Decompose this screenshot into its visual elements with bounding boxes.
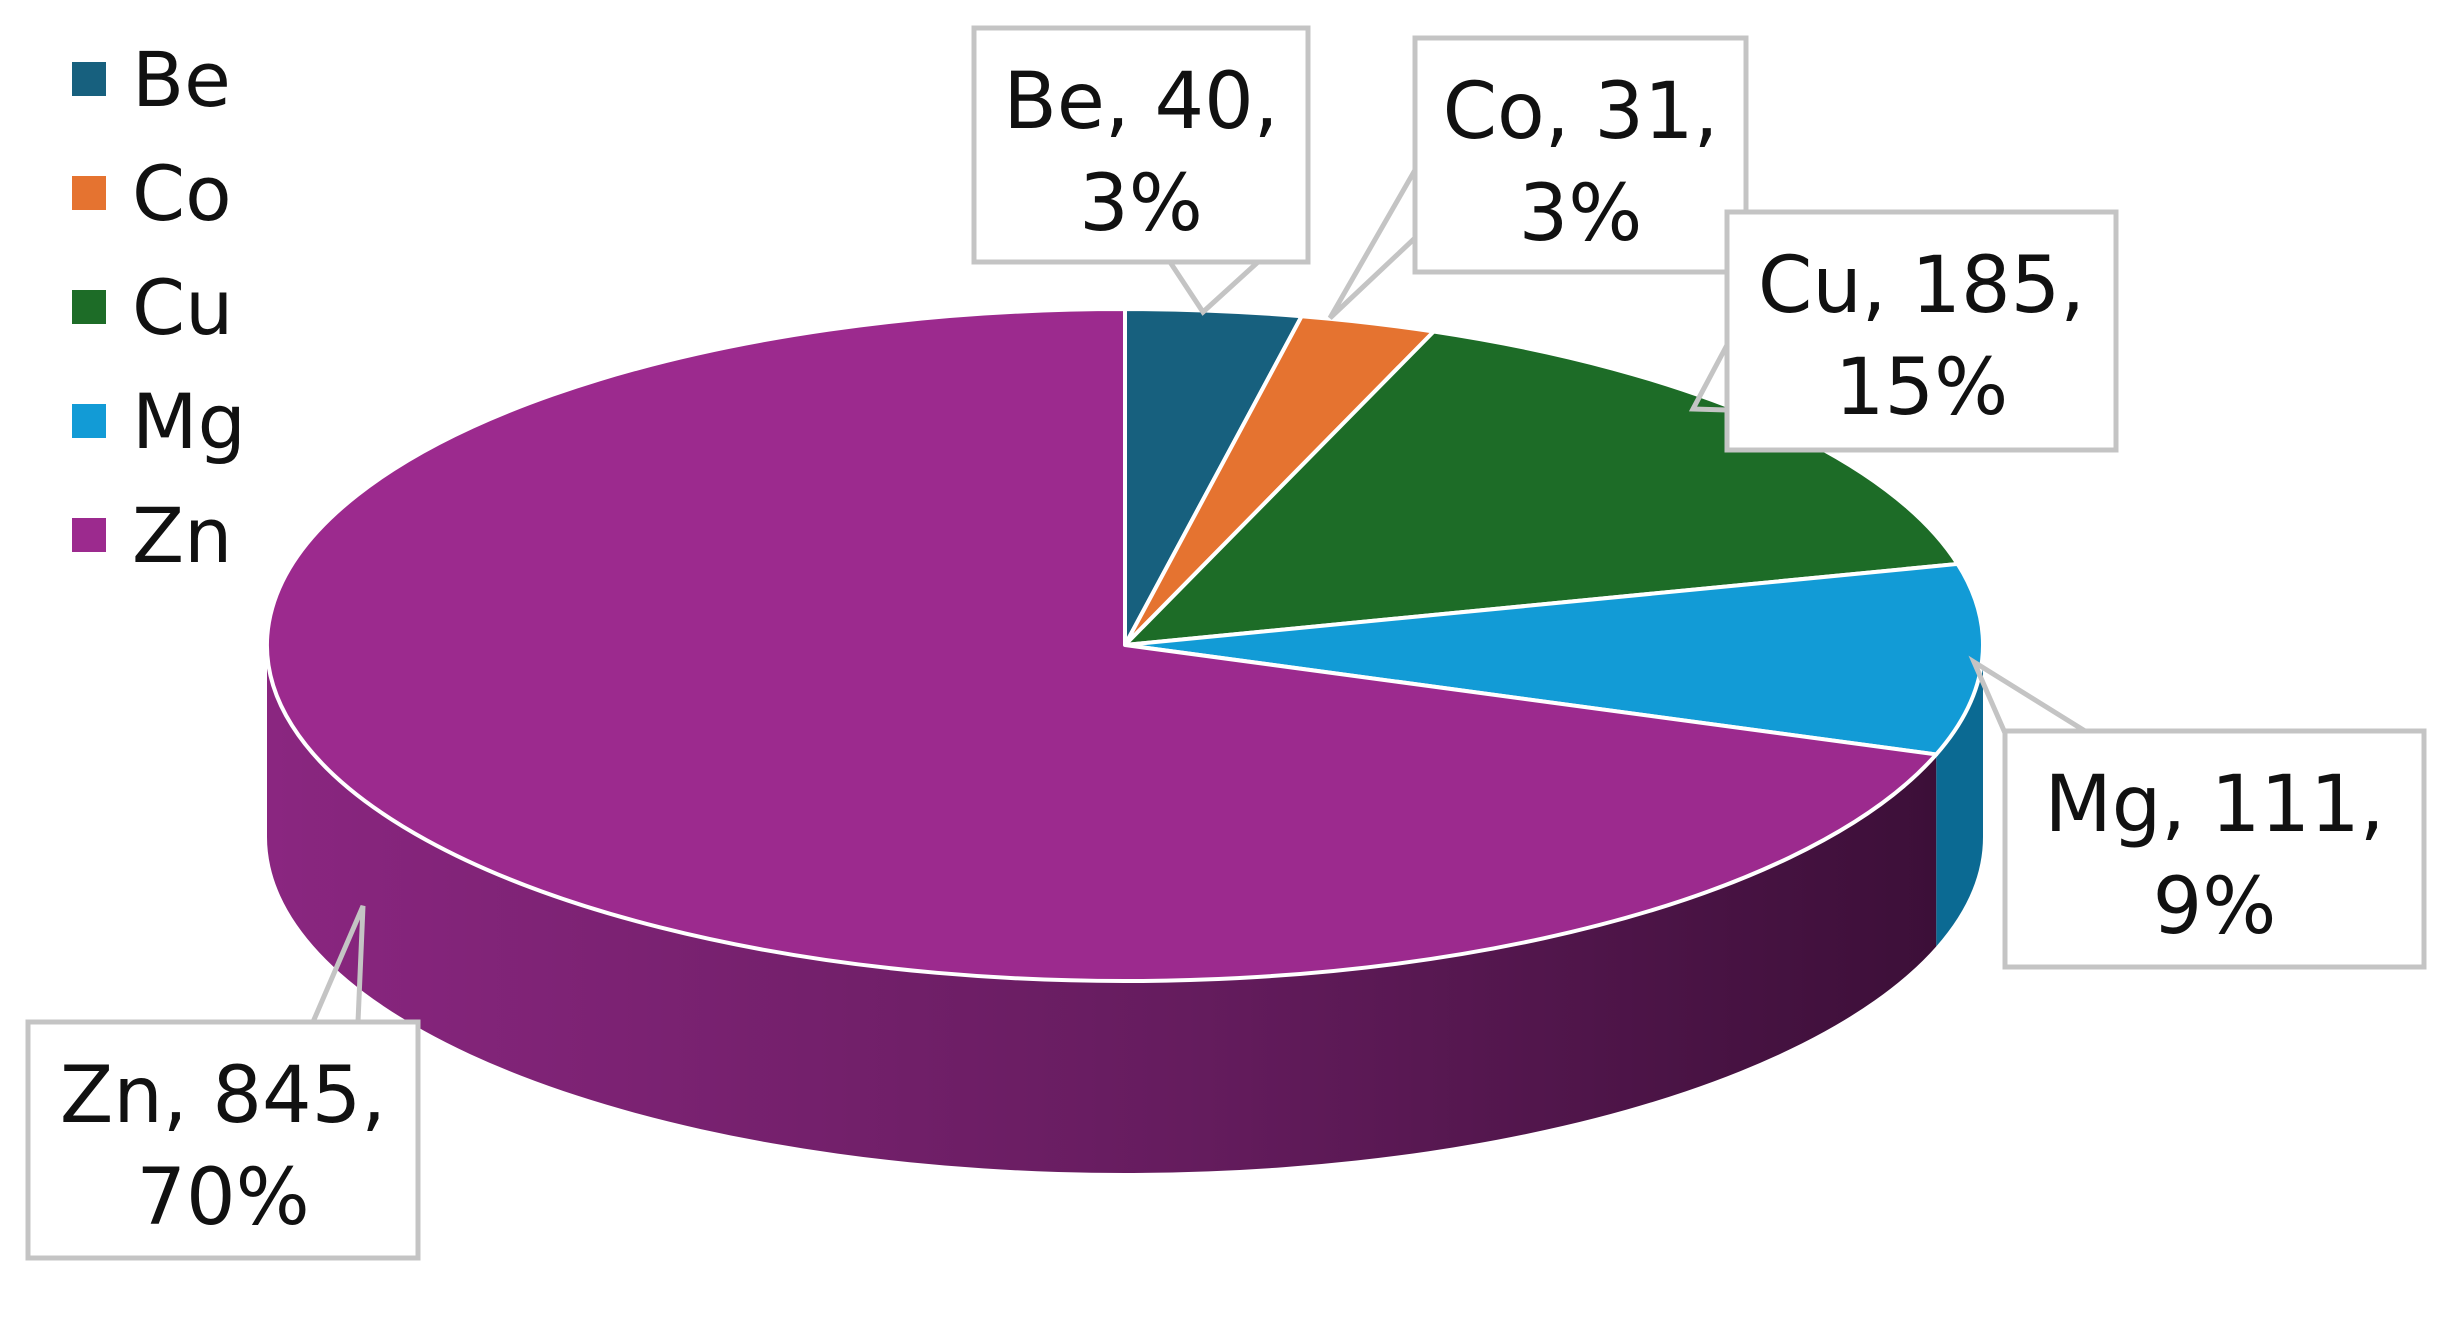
leader-line	[1968, 655, 2087, 735]
data-label-mg: Mg, 111, 9%	[1968, 655, 2427, 970]
pie-slices	[265, 307, 1985, 983]
data-label-percent: 3%	[1079, 159, 1203, 249]
data-label-box	[2002, 728, 2427, 970]
pie-side-mg	[1936, 645, 1983, 947]
legend-label: Co	[132, 149, 232, 238]
data-label-percent: 9%	[2153, 862, 2277, 952]
data-label-co: Co, 31, 3%	[1327, 35, 1749, 320]
legend-label: Cu	[132, 263, 233, 352]
leader-line	[1167, 260, 1260, 316]
data-label-zn: Zn, 845, 70%	[25, 905, 421, 1261]
data-label-box	[25, 1019, 421, 1261]
leader-line	[1688, 343, 1730, 413]
data-label-box	[1412, 35, 1749, 275]
pie-side-zn	[267, 645, 1937, 1174]
legend-swatch	[72, 290, 106, 324]
data-label-percent: 15%	[1835, 343, 2008, 433]
legend-item-zn: Zn	[72, 491, 232, 580]
legend-label: Be	[132, 35, 231, 124]
data-label-line1: Co, 31,	[1443, 67, 1719, 157]
data-label-box	[971, 25, 1311, 265]
data-label-line1: Mg, 111,	[2044, 760, 2384, 850]
legend-swatch	[72, 518, 106, 552]
leader-line	[1327, 168, 1418, 320]
legend: Be Co Cu Mg Zn	[72, 35, 246, 580]
legend-item-mg: Mg	[72, 377, 246, 466]
legend-label: Zn	[132, 491, 232, 580]
legend-label: Mg	[132, 377, 246, 466]
legend-swatch	[72, 62, 106, 96]
pie-slice-zn	[265, 307, 1939, 983]
data-label-percent: 3%	[1519, 169, 1643, 259]
pie-side-walls	[267, 645, 1983, 1174]
legend-item-cu: Cu	[72, 263, 233, 352]
data-label-cu: Cu, 185, 15%	[1688, 209, 2119, 453]
leader-line	[310, 905, 366, 1023]
data-label-be: Be, 40, 3%	[971, 25, 1311, 316]
data-label-line1: Cu, 185,	[1758, 241, 2085, 331]
pie-slice-mg	[1123, 561, 1985, 757]
data-label-box	[1724, 209, 2119, 453]
data-labels: Be, 40, 3% Co, 31, 3% Cu, 185, 15% Mg, 111, 9% Z…	[25, 25, 2427, 1261]
data-label-percent: 70%	[136, 1153, 309, 1243]
legend-item-be: Be	[72, 35, 231, 124]
legend-swatch	[72, 176, 106, 210]
legend-item-co: Co	[72, 149, 232, 238]
legend-swatch	[72, 404, 106, 438]
data-label-line1: Be, 40,	[1003, 57, 1278, 147]
data-label-line1: Zn, 845,	[60, 1051, 386, 1141]
